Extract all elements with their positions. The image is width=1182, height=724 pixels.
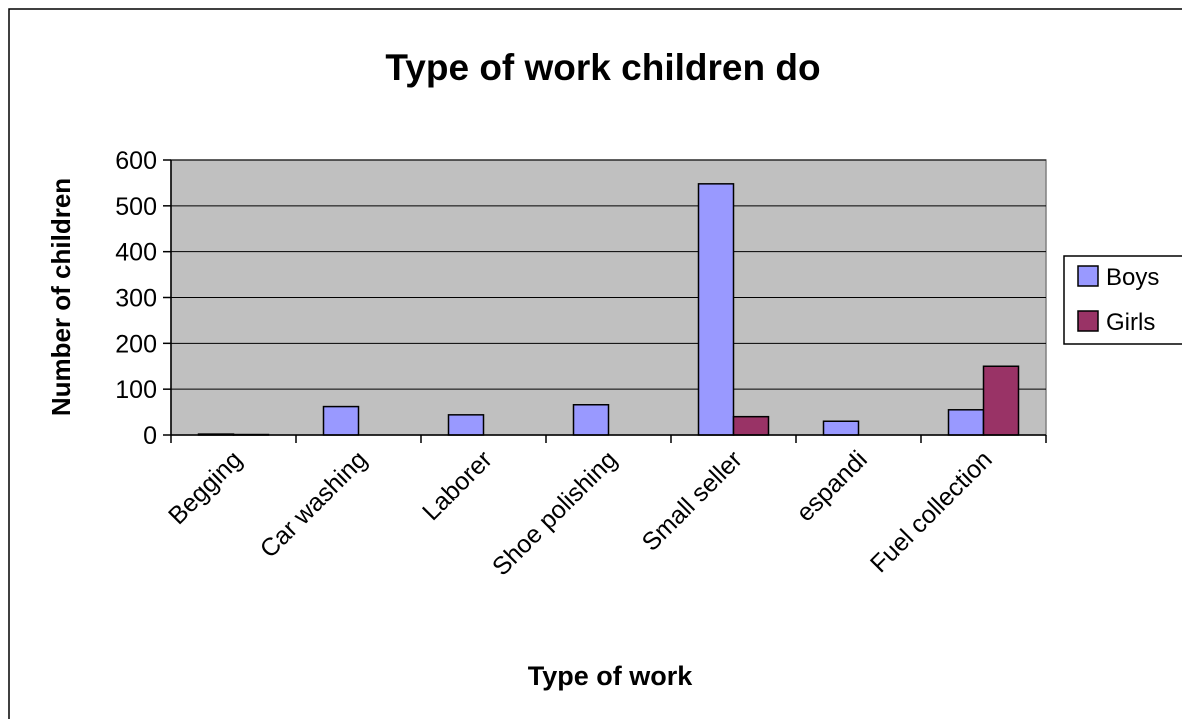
- legend-swatch-girls: [1077, 310, 1099, 332]
- y-tick-label: 0: [143, 422, 157, 450]
- axes: [163, 159, 1047, 443]
- gridlines: [171, 159, 1046, 390]
- y-axis-title: Number of children: [46, 178, 76, 416]
- y-tick-label: 300: [115, 285, 157, 313]
- y-tick-label: 600: [115, 147, 157, 175]
- bar-boys-laborer: [447, 414, 485, 436]
- y-tick-label: 400: [115, 239, 157, 267]
- legend-label-boys: Boys: [1106, 264, 1159, 291]
- bar-boys-car-washing: [322, 405, 360, 436]
- y-tick-label: 100: [115, 376, 157, 404]
- chart-title: Type of work children do: [385, 47, 820, 88]
- bar-boys-small-seller: [697, 183, 735, 436]
- y-tick-label: 200: [115, 330, 157, 358]
- y-axis-tick-labels: 0 100 200 300 400 500 600: [115, 147, 157, 450]
- legend-label-girls: Girls: [1106, 309, 1155, 336]
- x-axis-title: Type of work: [528, 661, 694, 691]
- bar-girls-small-seller: [732, 415, 770, 436]
- bar-boys-espandi: [822, 420, 860, 436]
- bar-boys-fuel-collection: [947, 409, 985, 436]
- y-tick-label: 500: [115, 193, 157, 221]
- legend-swatch-boys: [1077, 265, 1099, 287]
- bars: [197, 183, 1020, 436]
- legend: Boys Girls: [1063, 255, 1182, 345]
- bar-girls-fuel-collection: [982, 365, 1020, 436]
- bar-boys-shoe-polishing: [572, 404, 610, 436]
